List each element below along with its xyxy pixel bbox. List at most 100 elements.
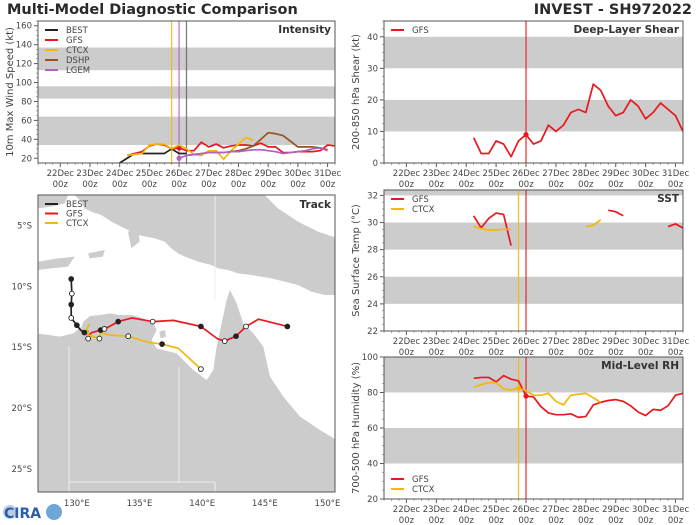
x-tick-hour: 00z: [548, 180, 564, 190]
x-tick-day: 26Dec: [512, 505, 540, 515]
shear-frame: [383, 20, 684, 164]
x-tick-hour: 00z: [518, 516, 534, 525]
map-frame: [37, 194, 336, 493]
legend-label-dshp: DSHP: [66, 56, 89, 66]
x-tick-day: 30Dec: [632, 169, 660, 179]
shear-y-axis-label: 200-850 hPa Shear (kt): [351, 34, 362, 150]
gfs-track-point: [198, 323, 204, 330]
logo-emblem-icon: [46, 504, 62, 520]
ctcx-track-point: [159, 341, 165, 347]
track-title: Track: [300, 199, 332, 211]
y-tick-label: 32: [367, 191, 378, 201]
sst-band: [384, 276, 683, 304]
y-tick-label: 140: [16, 41, 32, 51]
x-tick-day: 29Dec: [602, 337, 630, 347]
legend-label-ctcx: CTCX: [66, 46, 89, 56]
lon-tick-label: 130°E: [64, 499, 90, 509]
x-tick-hour: 00z: [261, 180, 277, 190]
storm-id: INVEST - SH972022: [534, 2, 692, 18]
rh-frame: [383, 356, 684, 500]
x-tick-hour: 00z: [578, 516, 594, 525]
sst-panel: 22242628303222Dec00z23Dec00z24Dec00z25De…: [351, 189, 689, 358]
x-tick-day: 30Dec: [632, 337, 660, 347]
x-tick-day: 25Dec: [482, 169, 510, 179]
x-tick-day: 22Dec: [47, 169, 75, 179]
x-tick-day: 27Dec: [542, 169, 570, 179]
globe-icon: [3, 505, 17, 519]
best-track-point: [68, 301, 75, 308]
lat-tick-label: 20°S: [12, 404, 32, 414]
x-tick-hour: 00z: [578, 180, 594, 190]
x-tick-hour: 00z: [142, 180, 158, 190]
lgem-marker: [176, 155, 182, 161]
borders: [68, 195, 216, 492]
shear-panel: 01020304022Dec00z23Dec00z24Dec00z25Dec00…: [351, 20, 689, 190]
x-tick-hour: 00z: [171, 180, 187, 190]
ctcx-track-point: [96, 335, 103, 342]
x-tick-day: 28Dec: [225, 169, 253, 179]
y-tick-label: 20: [367, 96, 378, 106]
gfs-line: [472, 212, 512, 246]
land-australia: [38, 289, 335, 492]
ctcx-line: [473, 381, 602, 406]
lon-tick-label: 150°E: [315, 499, 341, 509]
x-tick-hour: 00z: [518, 180, 534, 190]
intensity-title: Intensity: [278, 24, 331, 36]
x-tick-day: 29Dec: [255, 169, 283, 179]
lat-tick-label: 5°S: [17, 221, 32, 231]
ctcx-track-point: [198, 366, 204, 372]
x-tick-day: 23Dec: [423, 337, 451, 347]
y-tick-label: 0: [373, 159, 378, 169]
x-tick-hour: 00z: [518, 348, 534, 358]
x-tick-hour: 00z: [488, 180, 504, 190]
x-tick-hour: 00z: [429, 348, 445, 358]
legend-label-ctcx: CTCX: [66, 219, 89, 229]
x-tick-day: 27Dec: [195, 169, 223, 179]
x-tick-day: 23Dec: [76, 169, 104, 179]
y-tick-label: 40: [367, 460, 378, 470]
lgem-line: [178, 147, 328, 160]
map-land: [38, 195, 335, 492]
rh-y-axis-label: 700-500 hPa Humidity (%): [351, 362, 362, 494]
x-tick-hour: 00z: [608, 180, 624, 190]
lat-tick-label: 15°S: [12, 343, 32, 353]
x-tick-hour: 00z: [668, 348, 684, 358]
y-tick-label: 120: [16, 60, 32, 70]
y-tick-label: 24: [367, 300, 378, 310]
rh-band: [384, 428, 683, 464]
gfs-track-point: [243, 323, 249, 330]
shear-title: Deep-Layer Shear: [573, 24, 679, 36]
x-tick-hour: 00z: [459, 348, 475, 358]
x-tick-hour: 00z: [112, 180, 128, 190]
gfs-marker: [523, 132, 529, 138]
y-tick-label: 26: [367, 273, 378, 283]
x-tick-day: 28Dec: [572, 505, 600, 515]
gfs-track-point: [149, 318, 156, 325]
sst-band: [384, 190, 683, 196]
x-tick-hour: 00z: [488, 348, 504, 358]
gfs-line: [472, 83, 683, 158]
legend-label-gfs: GFS: [412, 475, 429, 485]
x-tick-day: 23Dec: [423, 505, 451, 515]
y-tick-label: 10: [367, 127, 378, 137]
x-tick-hour: 00z: [608, 348, 624, 358]
best-track-point: [73, 322, 80, 329]
sst-y-axis-label: Sea Surface Temp (°C): [351, 204, 362, 317]
x-tick-day: 31Dec: [662, 505, 690, 515]
y-tick-label: 100: [16, 79, 32, 89]
intensity-frame: [37, 20, 336, 164]
x-tick-day: 24Dec: [453, 337, 481, 347]
x-tick-day: 23Dec: [423, 169, 451, 179]
lat-tick-label: 10°S: [12, 282, 32, 292]
figure-title: Multi-Model Diagnostic Comparison: [7, 2, 298, 18]
ctcx-marker: [515, 385, 522, 391]
x-tick-hour: 00z: [399, 516, 415, 525]
gfs-line: [608, 209, 624, 217]
x-tick-hour: 00z: [399, 348, 415, 358]
sst-title: SST: [657, 193, 680, 205]
y-tick-label: 40: [21, 135, 32, 145]
x-tick-day: 25Dec: [136, 169, 164, 179]
x-tick-day: 26Dec: [512, 169, 540, 179]
x-tick-hour: 00z: [638, 516, 654, 525]
